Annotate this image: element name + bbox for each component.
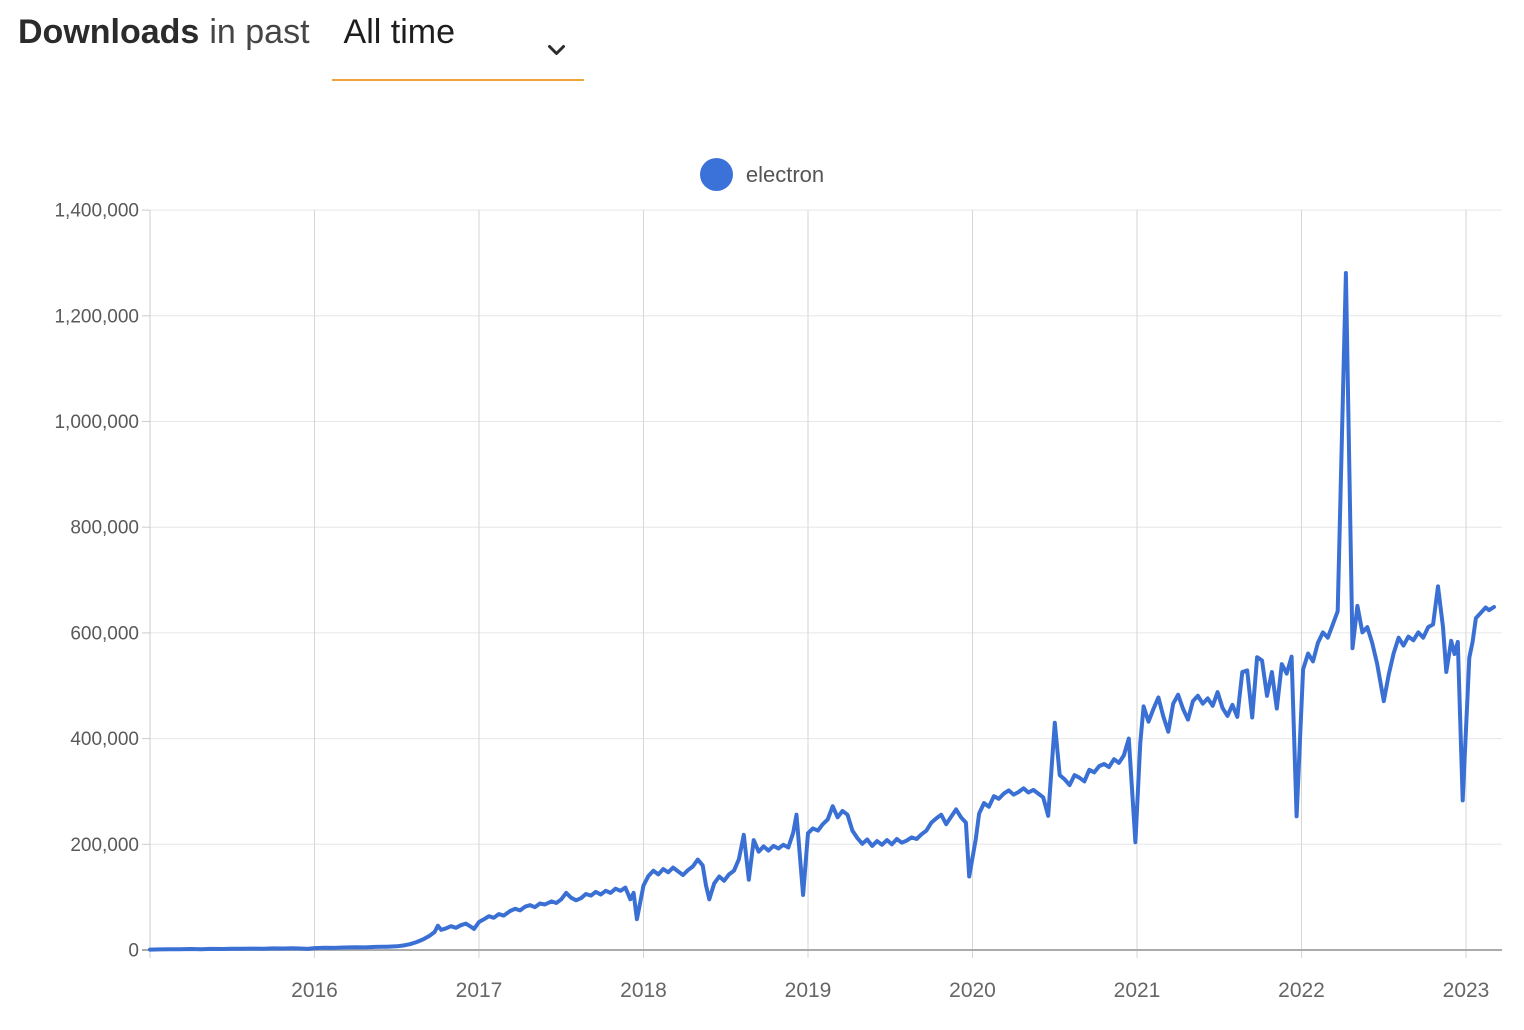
y-axis-tick-label: 1,000,000 (54, 412, 139, 433)
y-axis-tick-label: 200,000 (70, 835, 139, 856)
chevron-down-icon (547, 26, 566, 67)
x-axis-tick-label: 2022 (1278, 979, 1325, 1002)
x-axis-tick-label: 2018 (620, 979, 667, 1002)
x-axis-tick-label: 2023 (1443, 979, 1490, 1002)
page-title-connector: in past (209, 13, 310, 51)
legend-item-electron[interactable]: electron (699, 158, 825, 191)
x-axis-tick-label: 2020 (949, 979, 996, 1002)
page-title: Downloads (18, 13, 200, 51)
page-header: Downloads in past All time (18, 12, 584, 81)
x-axis-tick-label: 2021 (1114, 979, 1161, 1002)
time-period-select[interactable]: All time (331, 12, 584, 81)
series-line-electron (148, 271, 1496, 952)
y-axis-tick-label: 400,000 (70, 729, 139, 750)
y-axis-tick-label: 800,000 (70, 518, 139, 539)
x-axis-tick-label: 2019 (785, 979, 832, 1002)
x-axis-tick-label: 2016 (291, 979, 338, 1002)
y-axis-tick-label: 1,400,000 (54, 201, 139, 222)
y-axis-tick-label: 0 (128, 941, 139, 962)
chart-legend: electron (0, 158, 1524, 191)
x-axis-tick-label: 2017 (456, 979, 503, 1002)
time-period-value: All time (343, 13, 455, 51)
legend-series-label: electron (745, 161, 825, 187)
y-axis-tick-label: 600,000 (70, 623, 139, 644)
y-axis-tick-label: 1,200,000 (54, 306, 139, 327)
legend-dot-icon (699, 158, 733, 191)
